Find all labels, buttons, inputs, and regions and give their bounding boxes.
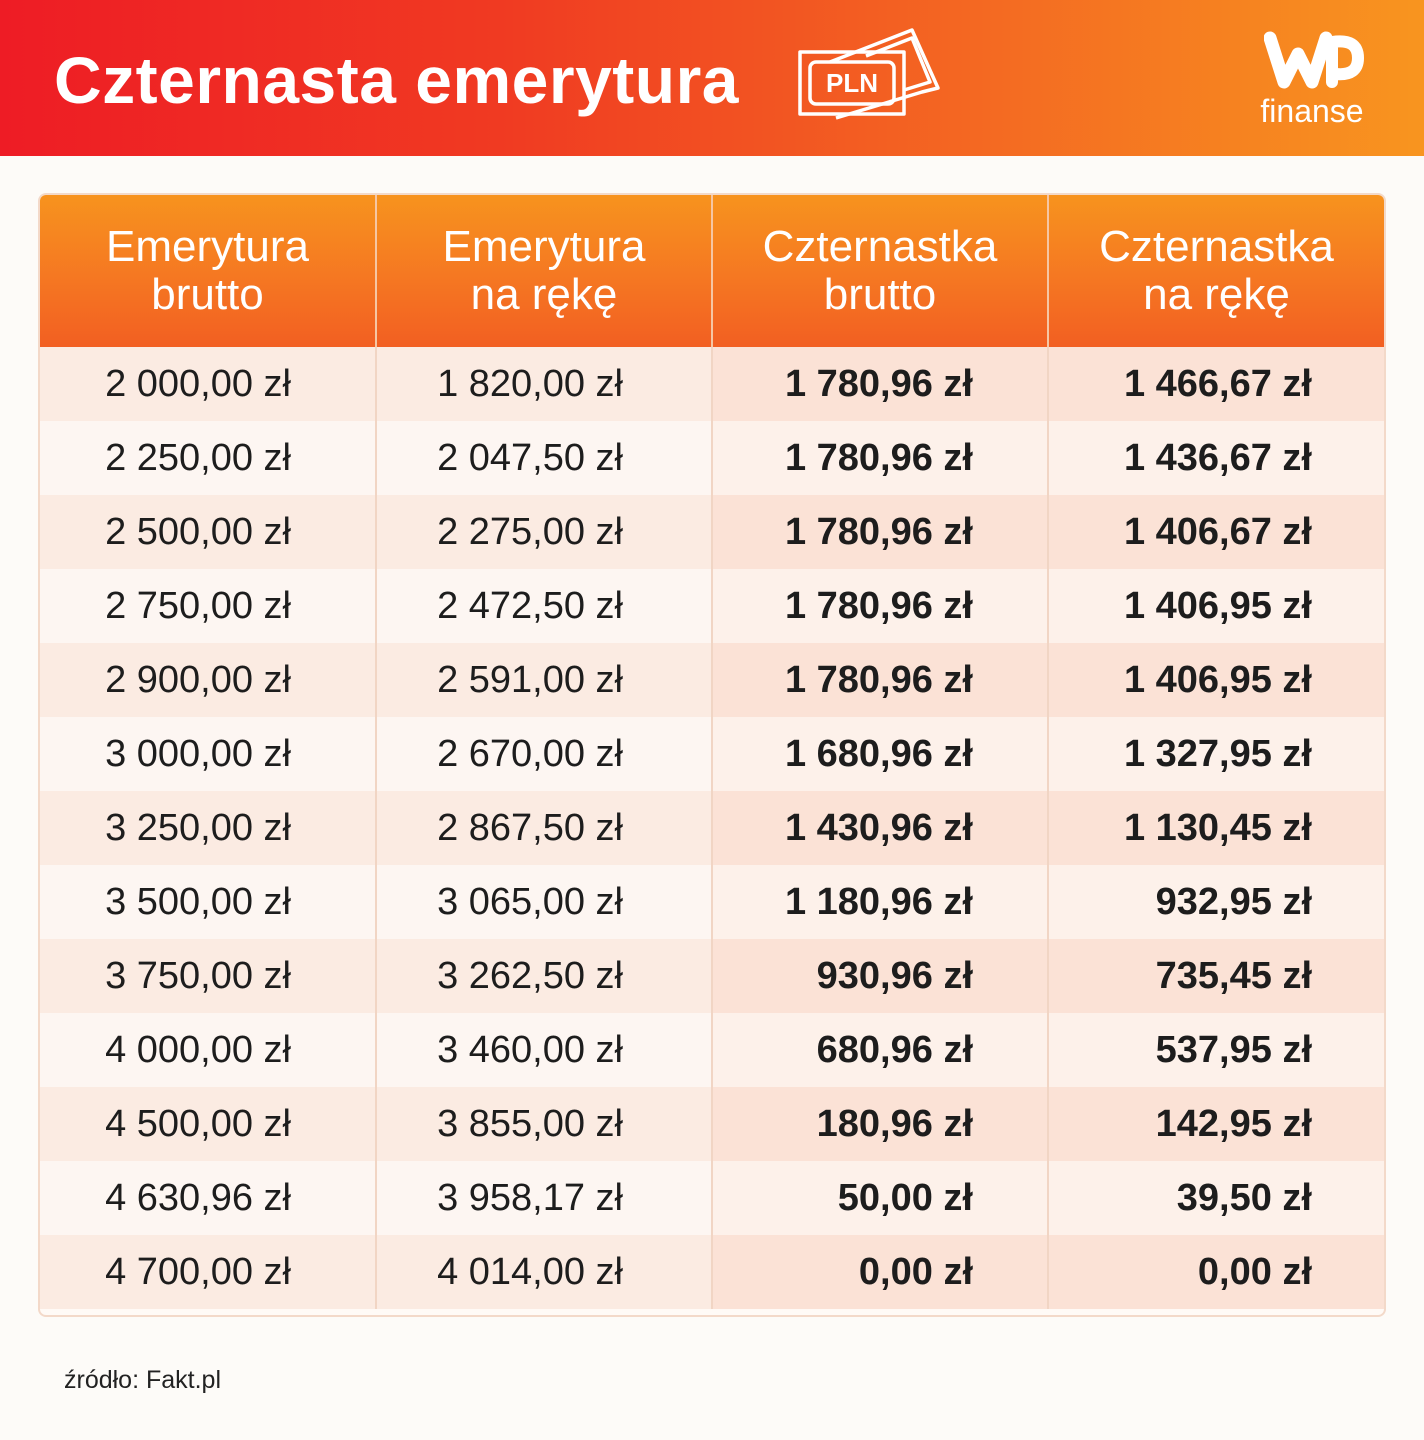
table-cell: 1 780,96 zł: [712, 495, 1049, 569]
table-row: 4 700,00 zł 4 014,00 zł 0,00 zł 0,00 zł: [40, 1235, 1384, 1309]
column-header-line: Czternastka: [1099, 222, 1334, 271]
table-cell: 3 958,17 zł: [376, 1161, 713, 1235]
table-cell: 735,45 zł: [1048, 939, 1384, 1013]
column-header: Emerytura na rękę: [376, 195, 713, 347]
table-row: 3 750,00 zł 3 262,50 zł 930,96 zł 735,45 zł: [40, 939, 1384, 1013]
table-cell: 1 466,67 zł: [1048, 347, 1384, 421]
table-cell: 1 780,96 zł: [712, 421, 1049, 495]
table-cell: 2 867,50 zł: [376, 791, 713, 865]
table-body: 2 000,00 zł 1 820,00 zł 1 780,96 zł 1 466,6…: [40, 347, 1384, 1309]
table-cell: 3 855,00 zł: [376, 1087, 713, 1161]
table-cell: 3 262,50 zł: [376, 939, 713, 1013]
table-cell: 3 750,00 zł: [40, 939, 377, 1013]
table-cell: 2 000,00 zł: [40, 347, 377, 421]
table-row: 2 250,00 zł 2 047,50 zł 1 780,96 zł 1 436,6…: [40, 421, 1384, 495]
table-cell: 4 700,00 zł: [40, 1235, 377, 1309]
wp-logo-mark-icon: [1264, 31, 1364, 89]
column-header-line: brutto: [151, 270, 264, 319]
header-banner: Czternasta emerytura PLN finanse: [0, 0, 1424, 156]
table-row: 2 000,00 zł 1 820,00 zł 1 780,96 zł 1 466,6…: [40, 347, 1384, 421]
table-cell: 1 406,95 zł: [1048, 643, 1384, 717]
table-cell: 142,95 zł: [1048, 1087, 1384, 1161]
table-cell: 2 275,00 zł: [376, 495, 713, 569]
table-row: 2 900,00 zł 2 591,00 zł 1 780,96 zł 1 406,9…: [40, 643, 1384, 717]
table-cell: 3 250,00 zł: [40, 791, 377, 865]
table-cell: 932,95 zł: [1048, 865, 1384, 939]
table-cell: 3 500,00 zł: [40, 865, 377, 939]
column-header: Czternastka na rękę: [1048, 195, 1384, 347]
table-cell: 50,00 zł: [712, 1161, 1049, 1235]
table-cell: 2 750,00 zł: [40, 569, 377, 643]
table-cell: 1 406,67 zł: [1048, 495, 1384, 569]
table-row: 4 630,96 zł 3 958,17 zł 50,00 zł 39,50 zł: [40, 1161, 1384, 1235]
table-cell: 0,00 zł: [712, 1235, 1049, 1309]
table-row: 3 500,00 zł 3 065,00 zł 1 180,96 zł 932,95 …: [40, 865, 1384, 939]
table-cell: 1 327,95 zł: [1048, 717, 1384, 791]
table-row: 2 500,00 zł 2 275,00 zł 1 780,96 zł 1 406,6…: [40, 495, 1384, 569]
column-header-line: Emerytura: [106, 222, 309, 271]
table-cell: 3 000,00 zł: [40, 717, 377, 791]
table-cell: 0,00 zł: [1048, 1235, 1384, 1309]
table-cell: 180,96 zł: [712, 1087, 1049, 1161]
table-cell: 4 630,96 zł: [40, 1161, 377, 1235]
table-cell: 2 472,50 zł: [376, 569, 713, 643]
banknote-label: PLN: [826, 68, 878, 98]
table-cell: 930,96 zł: [712, 939, 1049, 1013]
table-cell: 680,96 zł: [712, 1013, 1049, 1087]
table-cell: 1 820,00 zł: [376, 347, 713, 421]
table-row: 4 000,00 zł 3 460,00 zł 680,96 zł 537,95 zł: [40, 1013, 1384, 1087]
column-header-line: brutto: [823, 270, 937, 319]
banknote-icon: PLN: [798, 28, 940, 120]
table-cell: 1 130,45 zł: [1048, 791, 1384, 865]
column-header: Czternastka brutto: [712, 195, 1049, 347]
table-row: 4 500,00 zł 3 855,00 zł 180,96 zł 142,95 zł: [40, 1087, 1384, 1161]
source-note: źródło: Fakt.pl: [64, 1366, 222, 1394]
page-title: Czternasta emerytura: [54, 43, 739, 117]
table-cell: 1 680,96 zł: [712, 717, 1049, 791]
table-cell: 2 047,50 zł: [376, 421, 713, 495]
table-cell: 2 250,00 zł: [40, 421, 377, 495]
pension-table: Emerytura brutto Emerytura na rękę Czter…: [40, 195, 1384, 1315]
table-cell: 1 180,96 zł: [712, 865, 1049, 939]
table-cell: 2 500,00 zł: [40, 495, 377, 569]
table-row: 3 000,00 zł 2 670,00 zł 1 680,96 zł 1 327,9…: [40, 717, 1384, 791]
table-header-row: Emerytura brutto Emerytura na rękę Czter…: [40, 195, 1384, 347]
table-cell: 4 000,00 zł: [40, 1013, 377, 1087]
table-cell: 3 065,00 zł: [376, 865, 713, 939]
table-cell: 1 780,96 zł: [712, 643, 1049, 717]
table-cell: 2 670,00 zł: [376, 717, 713, 791]
column-header-line: Czternastka: [762, 222, 998, 271]
table-cell: 2 900,00 zł: [40, 643, 377, 717]
table-cell: 1 406,95 zł: [1048, 569, 1384, 643]
table-cell: 4 014,00 zł: [376, 1235, 713, 1309]
table-cell: 1 780,96 zł: [712, 569, 1049, 643]
table-cell: 537,95 zł: [1048, 1013, 1384, 1087]
table-cell: 3 460,00 zł: [376, 1013, 713, 1087]
column-header: Emerytura brutto: [40, 195, 377, 347]
table-cell: 39,50 zł: [1048, 1161, 1384, 1235]
table-cell: 1 430,96 zł: [712, 791, 1049, 865]
table-cell: 1 780,96 zł: [712, 347, 1049, 421]
table-cell: 2 591,00 zł: [376, 643, 713, 717]
table-cell: 1 436,67 zł: [1048, 421, 1384, 495]
table-row: 3 250,00 zł 2 867,50 zł 1 430,96 zł 1 130,4…: [40, 791, 1384, 865]
table-row: 2 750,00 zł 2 472,50 zł 1 780,96 zł 1 406,9…: [40, 569, 1384, 643]
table-cell: 4 500,00 zł: [40, 1087, 377, 1161]
column-header-line: na rękę: [470, 270, 618, 319]
brand-logo: finanse: [1252, 30, 1372, 130]
column-header-line: Emerytura: [442, 222, 646, 271]
column-header-line: na rękę: [1143, 270, 1290, 319]
brand-name: finanse: [1260, 93, 1364, 129]
